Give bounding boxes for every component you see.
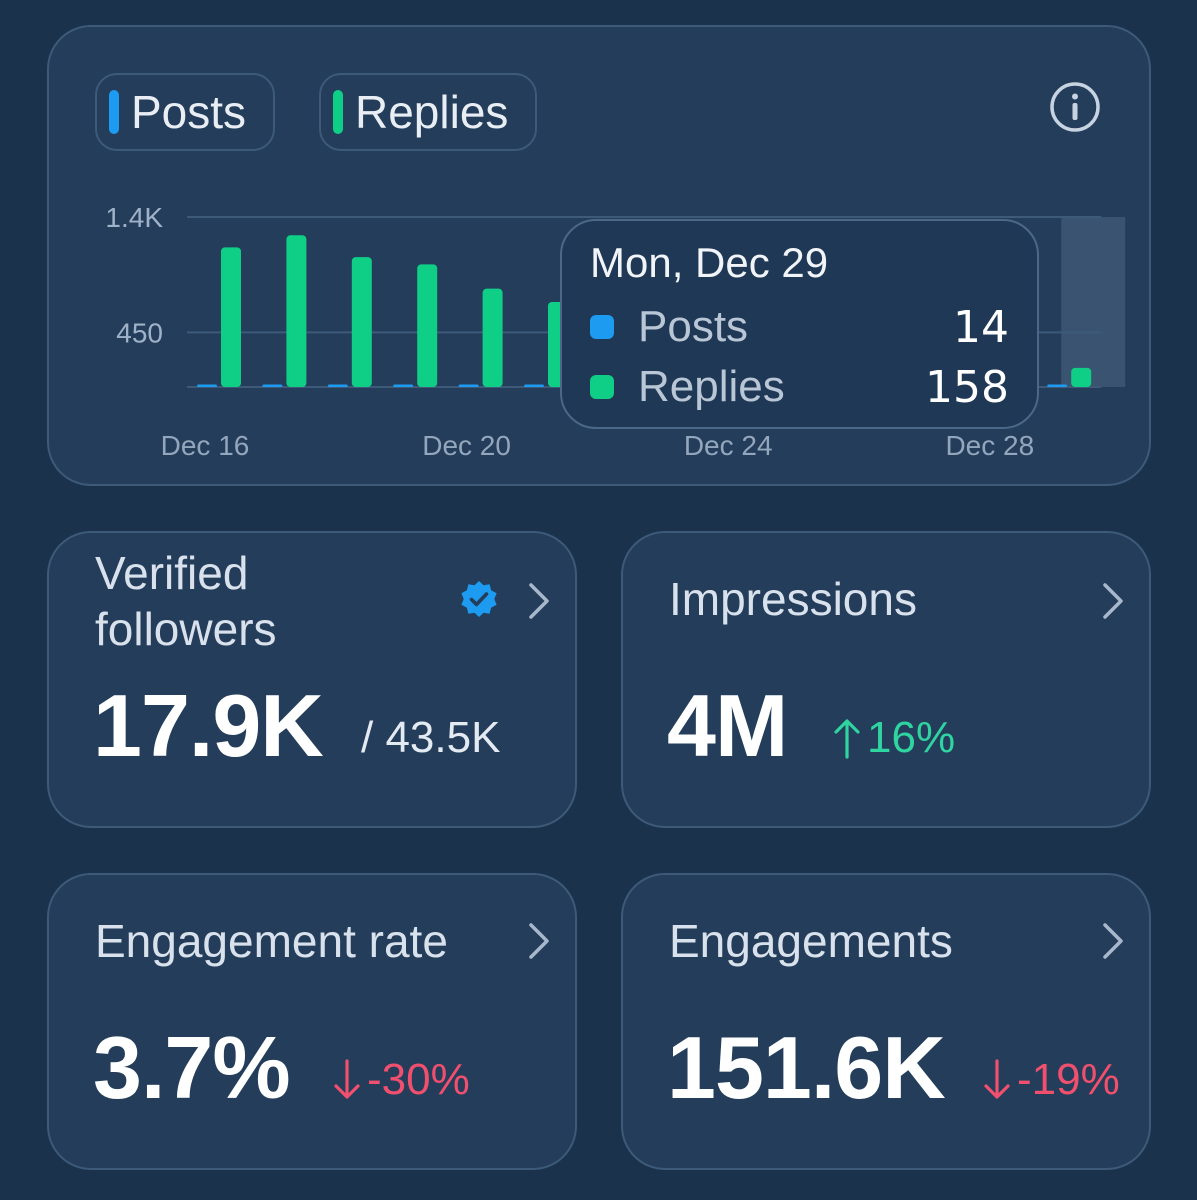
tooltip-row-posts: Posts 14 — [590, 297, 1009, 357]
engagements-value: 151.6K — [667, 1018, 946, 1117]
bar-replies — [1071, 367, 1092, 387]
tooltip-posts-label: Posts — [638, 302, 749, 351]
bar-posts — [327, 384, 348, 387]
tooltip-date: Mon, Dec 29 — [590, 239, 829, 286]
posts-replies-chart-card: 1.4K 450 Dec 16 Dec 20 Dec 24 Dec 28 Posts Re… — [47, 25, 1151, 486]
x-tick-label: Dec 24 — [684, 430, 773, 461]
bar-posts — [393, 384, 414, 387]
tooltip-replies-value: 158 — [925, 361, 1009, 413]
legend-posts-toggle[interactable]: Posts — [95, 73, 275, 151]
highlight-column — [1061, 217, 1126, 387]
x-tick-label: Dec 20 — [422, 430, 511, 461]
impressions-value: 4M — [667, 676, 788, 775]
info-icon[interactable] — [1049, 81, 1101, 133]
bar-replies — [221, 247, 241, 387]
engagement-rate-title: Engagement rate — [95, 915, 448, 967]
replies-swatch — [333, 90, 343, 134]
bar-posts — [458, 384, 479, 387]
bar-replies — [417, 264, 438, 387]
impressions-change-value: 16% — [867, 713, 956, 762]
x-tick-label: Dec 28 — [945, 430, 1034, 461]
tooltip-replies-dot — [590, 375, 614, 399]
verified-followers-card[interactable]: Verified followers 17.9K / 43.5K — [47, 531, 577, 828]
legend-replies-label: Replies — [355, 86, 509, 138]
x-tick-label: Dec 16 — [161, 430, 250, 461]
tooltip-row-replies: Replies 158 — [590, 357, 1009, 417]
chevron-right-icon[interactable] — [1101, 581, 1125, 621]
bar-posts — [197, 384, 217, 387]
bar-replies — [351, 257, 372, 387]
y-tick-label: 450 — [116, 317, 163, 348]
engagements-card[interactable]: Engagements 151.6K -19% — [621, 873, 1151, 1170]
engagement-rate-change-value: -30% — [367, 1055, 470, 1104]
arrow-up-icon — [834, 719, 860, 759]
verified-followers-value: 17.9K — [93, 676, 324, 775]
bar-posts — [524, 384, 544, 387]
total-followers-value: / 43.5K — [361, 713, 501, 762]
y-tick-label: 1.4K — [105, 202, 163, 233]
chart-tooltip: Mon, Dec 29 Posts 14 Replies 158 — [560, 219, 1039, 429]
arrow-down-icon — [334, 1059, 360, 1099]
arrow-down-icon — [984, 1059, 1010, 1099]
engagement-rate-card[interactable]: Engagement rate 3.7% -30% — [47, 873, 577, 1170]
bar-replies — [482, 288, 503, 387]
chevron-right-icon[interactable] — [527, 581, 551, 621]
impressions-title: Impressions — [669, 573, 917, 625]
engagements-title: Engagements — [669, 915, 953, 967]
chevron-right-icon[interactable] — [527, 921, 551, 961]
bar-posts — [1047, 384, 1068, 387]
tooltip-replies-label: Replies — [638, 362, 785, 411]
bar-replies — [286, 235, 307, 387]
engagement-rate-value: 3.7% — [93, 1018, 291, 1117]
engagement-rate-change: -30% — [333, 1055, 470, 1105]
legend-replies-toggle[interactable]: Replies — [319, 73, 537, 151]
impressions-card[interactable]: Impressions 4M 16% — [621, 531, 1151, 828]
bar-posts — [262, 384, 283, 387]
posts-swatch — [109, 90, 119, 134]
tooltip-posts-dot — [590, 315, 614, 339]
legend-posts-label: Posts — [131, 86, 247, 138]
impressions-change: 16% — [833, 713, 955, 763]
engagements-change-value: -19% — [1017, 1055, 1120, 1104]
chevron-right-icon[interactable] — [1101, 921, 1125, 961]
verified-badge-icon — [461, 581, 497, 617]
verified-followers-title: Verified followers — [95, 547, 277, 655]
tooltip-posts-value: 14 — [953, 301, 1009, 353]
engagements-change: -19% — [983, 1055, 1120, 1105]
